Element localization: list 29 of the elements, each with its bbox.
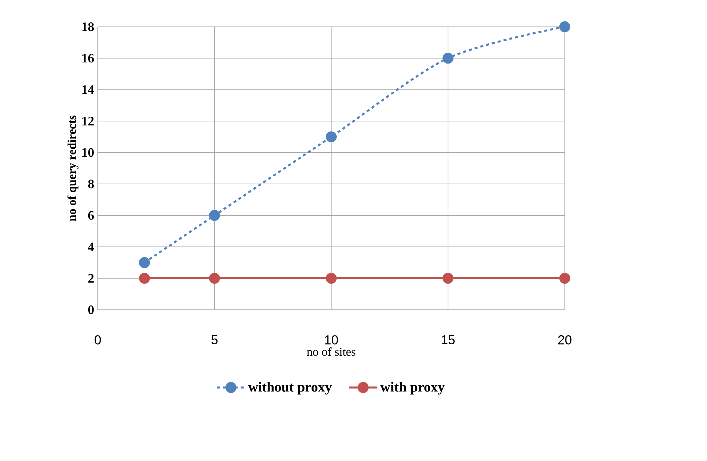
y-tick-label: 6	[88, 211, 94, 220]
legend-label: without proxy	[248, 382, 332, 395]
point	[560, 273, 570, 284]
y-tick-label: 14	[82, 86, 94, 94]
point	[139, 257, 150, 268]
y-axis-title: no of query redirects	[68, 116, 79, 222]
x-tick-label: 10	[325, 336, 338, 345]
y-tick-label: 18	[82, 22, 94, 32]
x-tick-label: 20	[558, 336, 572, 345]
y-tick-label: 2	[88, 274, 94, 283]
point	[560, 22, 570, 32]
point	[209, 210, 220, 222]
point	[442, 52, 454, 64]
x-tick-label: 5	[212, 336, 218, 345]
point	[209, 273, 220, 284]
point	[442, 273, 454, 284]
y-tick-label: 4	[88, 242, 94, 252]
point	[326, 132, 337, 143]
y-tick-label: 8	[88, 180, 94, 189]
point	[139, 273, 150, 284]
x-tick-label: 15	[442, 336, 455, 345]
point	[326, 273, 337, 284]
x-tick-label: 0	[94, 336, 102, 345]
y-tick-label: 12	[82, 117, 94, 126]
y-tick-label: 10	[82, 148, 94, 158]
x-axis-title: no of sites	[307, 348, 356, 356]
legend-label: with proxy	[380, 382, 445, 395]
y-tick-label: 16	[82, 54, 94, 63]
y-tick-label: 0	[88, 306, 94, 314]
